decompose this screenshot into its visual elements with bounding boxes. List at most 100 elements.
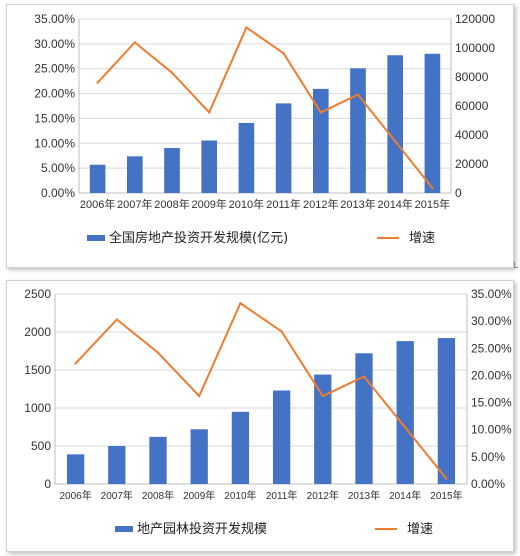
right-axis-tick-label: 30.00% — [471, 314, 512, 328]
left-axis-tick-label: 30.00% — [34, 37, 75, 51]
right-axis-tick-label: 25.00% — [471, 341, 512, 355]
line-point — [319, 111, 322, 114]
right-axis-tick-label: 20000 — [455, 157, 489, 171]
bar — [89, 164, 106, 193]
x-axis-tick-label: 2015年 — [415, 197, 450, 211]
line-point — [239, 302, 242, 305]
line-point — [404, 426, 407, 429]
bar — [437, 338, 456, 484]
bar — [396, 341, 414, 484]
bar — [275, 103, 292, 193]
x-axis-tick-label: 2008年 — [154, 197, 189, 211]
left-axis-tick-label: 10.00% — [34, 136, 75, 150]
bar — [424, 53, 441, 193]
left-axis-tick-label: 0 — [44, 477, 51, 491]
x-axis-tick-label: 2006年 — [80, 197, 115, 211]
x-axis-tick-label: 2006年 — [59, 489, 91, 502]
bar — [108, 446, 126, 484]
x-axis-tick-label: 2012年 — [307, 489, 339, 502]
left-axis-tick-label: 0.00% — [41, 186, 75, 200]
left-axis-tick-label: 15.00% — [34, 111, 75, 125]
right-axis-tick-label: 20.00% — [471, 368, 512, 382]
x-axis-tick-label: 2013年 — [340, 197, 375, 211]
x-axis-tick-label: 2010年 — [224, 489, 256, 502]
series-line-growth — [74, 302, 448, 480]
line-point — [115, 318, 119, 321]
x-axis-tick-label: 2012年 — [303, 197, 338, 211]
line-point — [74, 362, 77, 365]
series-line-growth — [96, 26, 434, 189]
right-axis-tick-label: 10.00% — [471, 423, 512, 437]
left-axis-tick-label: 500 — [31, 439, 51, 453]
line-point — [198, 394, 201, 398]
right-axis-tick-label: 5.00% — [471, 450, 505, 464]
line-point — [282, 52, 285, 55]
line-point — [208, 111, 211, 114]
chart-1: 0.00% 5.00% 10.00% 15.00% 20.00% 25.00% 30.00%… — [34, 12, 495, 246]
right-axis-tick-label: 15.00% — [471, 396, 512, 410]
x-axis-tick-label: 2009年 — [183, 489, 215, 502]
bar — [387, 55, 404, 193]
left-axis-tick-label: 35.00% — [34, 12, 75, 26]
x-axis-tick-label: 2015年 — [430, 489, 462, 502]
left-axis-tick-label: 25.00% — [34, 62, 75, 76]
left-axis-tick-label: 20.00% — [34, 87, 75, 101]
line-point — [431, 186, 434, 190]
bar — [312, 88, 329, 193]
bar — [190, 429, 208, 484]
line-point — [133, 41, 136, 44]
bar — [126, 156, 143, 193]
x-axis-tick-label: 2007年 — [117, 197, 152, 211]
bar — [314, 374, 332, 484]
line-point — [445, 477, 448, 480]
bar — [149, 436, 167, 484]
right-axis-tick-label: 0 — [455, 186, 462, 200]
x-axis-tick-label: 2007年 — [101, 489, 133, 502]
legend-bar-swatch — [87, 235, 105, 241]
x-axis-tick-label: 2010年 — [229, 197, 264, 211]
x-axis-tick-label: 2014年 — [377, 197, 412, 211]
line-point — [245, 26, 248, 29]
bar — [66, 454, 85, 484]
left-axis-tick-label: 1500 — [24, 363, 51, 377]
line-point — [156, 351, 160, 354]
legend-line-label: 增速 — [409, 231, 435, 246]
right-axis-tick-label: 35.00% — [471, 287, 512, 301]
x-axis-tick-label: 2008年 — [142, 489, 174, 502]
x-axis-tick-label: 2011年 — [266, 489, 298, 502]
legend-line-label: 增速 — [407, 522, 433, 537]
legend-bar-label: 全国房地产投资开发规模(亿元) — [109, 230, 288, 246]
x-axis-tick-label: 2009年 — [191, 197, 226, 211]
left-axis-tick-label: 1000 — [24, 401, 51, 415]
bar — [201, 140, 218, 193]
right-axis-tick-label: 40000 — [455, 128, 489, 142]
bar — [238, 122, 255, 193]
left-axis-tick-label: 2500 — [24, 287, 51, 301]
line-point — [96, 81, 99, 84]
bar — [164, 148, 180, 193]
bar — [355, 353, 373, 484]
line-point — [356, 93, 360, 96]
right-axis-tick-label: 0.00% — [471, 477, 505, 491]
left-axis-tick-label: 2000 — [24, 325, 51, 339]
line-point — [394, 140, 397, 143]
x-axis-tick-label: 2014年 — [389, 489, 421, 502]
legend-bar-label: 地产园林投资开发规模 — [137, 521, 267, 537]
line-point — [280, 330, 283, 333]
left-axis-tick-label: 5.00% — [41, 161, 75, 175]
chart-panel-2: 0 500 1000 1500 2000 2500 0.00% 5.00% 10.00% 15.0… — [6, 280, 514, 552]
right-axis-tick-label: 80000 — [455, 70, 489, 84]
right-axis-tick-label: 60000 — [455, 99, 489, 113]
bar — [231, 411, 250, 484]
bar — [350, 68, 366, 193]
right-axis-tick-label: 120000 — [455, 12, 495, 26]
line-point — [170, 71, 174, 74]
right-axis-tick-label: 100000 — [455, 41, 495, 55]
line-point — [362, 375, 366, 378]
x-axis-tick-label: 2011年 — [266, 197, 301, 211]
line-point — [321, 394, 324, 398]
chart-panel-1: 0.00% 5.00% 10.00% 15.00% 20.00% 25.00% 30.00%… — [6, 4, 514, 268]
legend-bar-swatch — [115, 526, 133, 532]
bar — [272, 390, 291, 484]
